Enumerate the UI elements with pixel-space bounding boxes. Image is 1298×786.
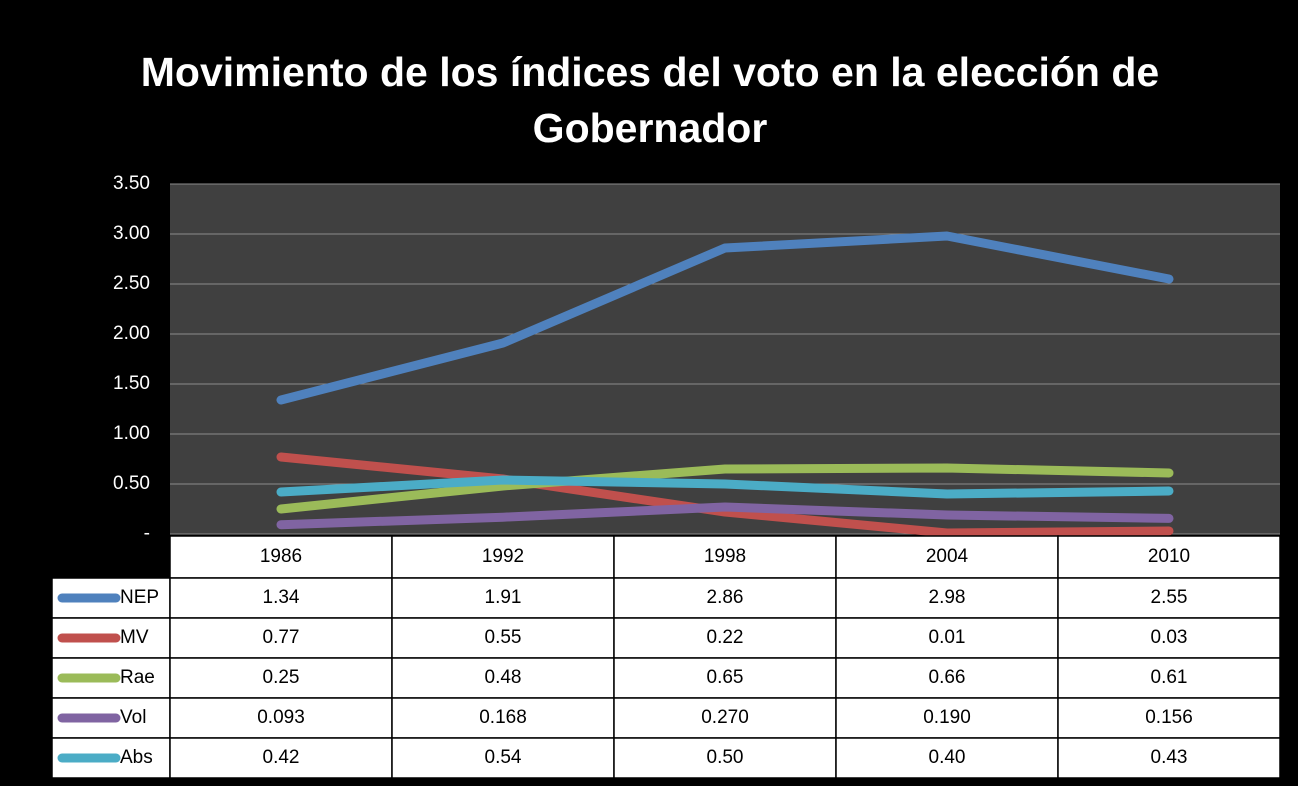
series-line — [276, 502, 1174, 530]
chart-title: Movimiento de los índices del voto en la… — [140, 49, 1160, 151]
y-tick-label: 2.50 — [113, 273, 150, 294]
data-label: 0.156 — [1145, 707, 1193, 728]
y-tick-label: 3.00 — [113, 223, 150, 244]
x-tick-label: 2004 — [926, 546, 969, 567]
table-cell — [613, 535, 837, 579]
data-label: 0.22 — [707, 627, 744, 648]
data-label: 2.86 — [707, 587, 744, 608]
data-label: 0.61 — [1151, 667, 1188, 688]
data-label: 0.50 — [707, 747, 744, 768]
x-tick-label: 1998 — [704, 546, 746, 567]
data-label: 0.01 — [929, 627, 966, 648]
table-cell — [1057, 535, 1281, 579]
data-label: 0.48 — [485, 667, 522, 688]
x-tick-label: 1986 — [260, 546, 302, 567]
y-tick-label: 2.00 — [113, 323, 150, 344]
y-tick-label: 3.50 — [113, 173, 150, 194]
data-label: 0.25 — [263, 667, 300, 688]
series-line — [276, 452, 1174, 538]
table-cell — [613, 617, 837, 659]
data-label: 0.43 — [1151, 747, 1188, 768]
legend-label: Vol — [120, 707, 146, 728]
data-label: 0.42 — [263, 747, 300, 768]
table-cell — [835, 577, 1059, 619]
legend-label: NEP — [120, 587, 159, 608]
x-tick-label: 2010 — [1148, 546, 1190, 567]
table-cell — [613, 657, 837, 699]
y-tick-label: - — [144, 523, 150, 544]
table-cell — [169, 657, 393, 699]
data-label: 1.91 — [485, 587, 522, 608]
data-label: 0.03 — [1151, 627, 1188, 648]
table-cell — [835, 617, 1059, 659]
data-label: 2.55 — [1151, 587, 1188, 608]
table-cell — [1057, 577, 1281, 619]
series-line — [276, 231, 1174, 405]
legend-label: Rae — [120, 667, 155, 688]
data-label: 0.168 — [479, 707, 527, 728]
table-cell — [169, 617, 393, 659]
x-tick-label: 1992 — [482, 546, 524, 567]
table-cell — [835, 737, 1059, 779]
data-label: 0.77 — [263, 627, 300, 648]
table-cell — [835, 535, 1059, 579]
table-cell — [613, 577, 837, 619]
data-label: 1.34 — [263, 587, 300, 608]
data-label: 0.270 — [701, 707, 749, 728]
table-cell — [1057, 657, 1281, 699]
table-cell — [169, 577, 393, 619]
table-cell — [391, 737, 615, 779]
data-label: 0.66 — [929, 667, 966, 688]
table-cell — [169, 737, 393, 779]
y-tick-label: 1.50 — [113, 373, 150, 394]
data-label: 0.55 — [485, 627, 522, 648]
data-label: 0.54 — [485, 747, 522, 768]
legend-label: MV — [120, 627, 149, 648]
y-tick-label: 1.00 — [113, 423, 150, 444]
data-label: 0.65 — [707, 667, 744, 688]
data-label: 0.093 — [257, 707, 305, 728]
table-cell — [1057, 737, 1281, 779]
series-line — [276, 475, 1174, 499]
legend-label: Abs — [120, 747, 153, 768]
table-cell — [1057, 617, 1281, 659]
data-label: 0.190 — [923, 707, 971, 728]
table-cell — [391, 617, 615, 659]
data-label: 0.40 — [929, 747, 966, 768]
y-tick-label: 0.50 — [113, 473, 150, 494]
series-line — [276, 463, 1174, 514]
table-cell — [169, 697, 393, 739]
data-label: 2.98 — [929, 587, 966, 608]
